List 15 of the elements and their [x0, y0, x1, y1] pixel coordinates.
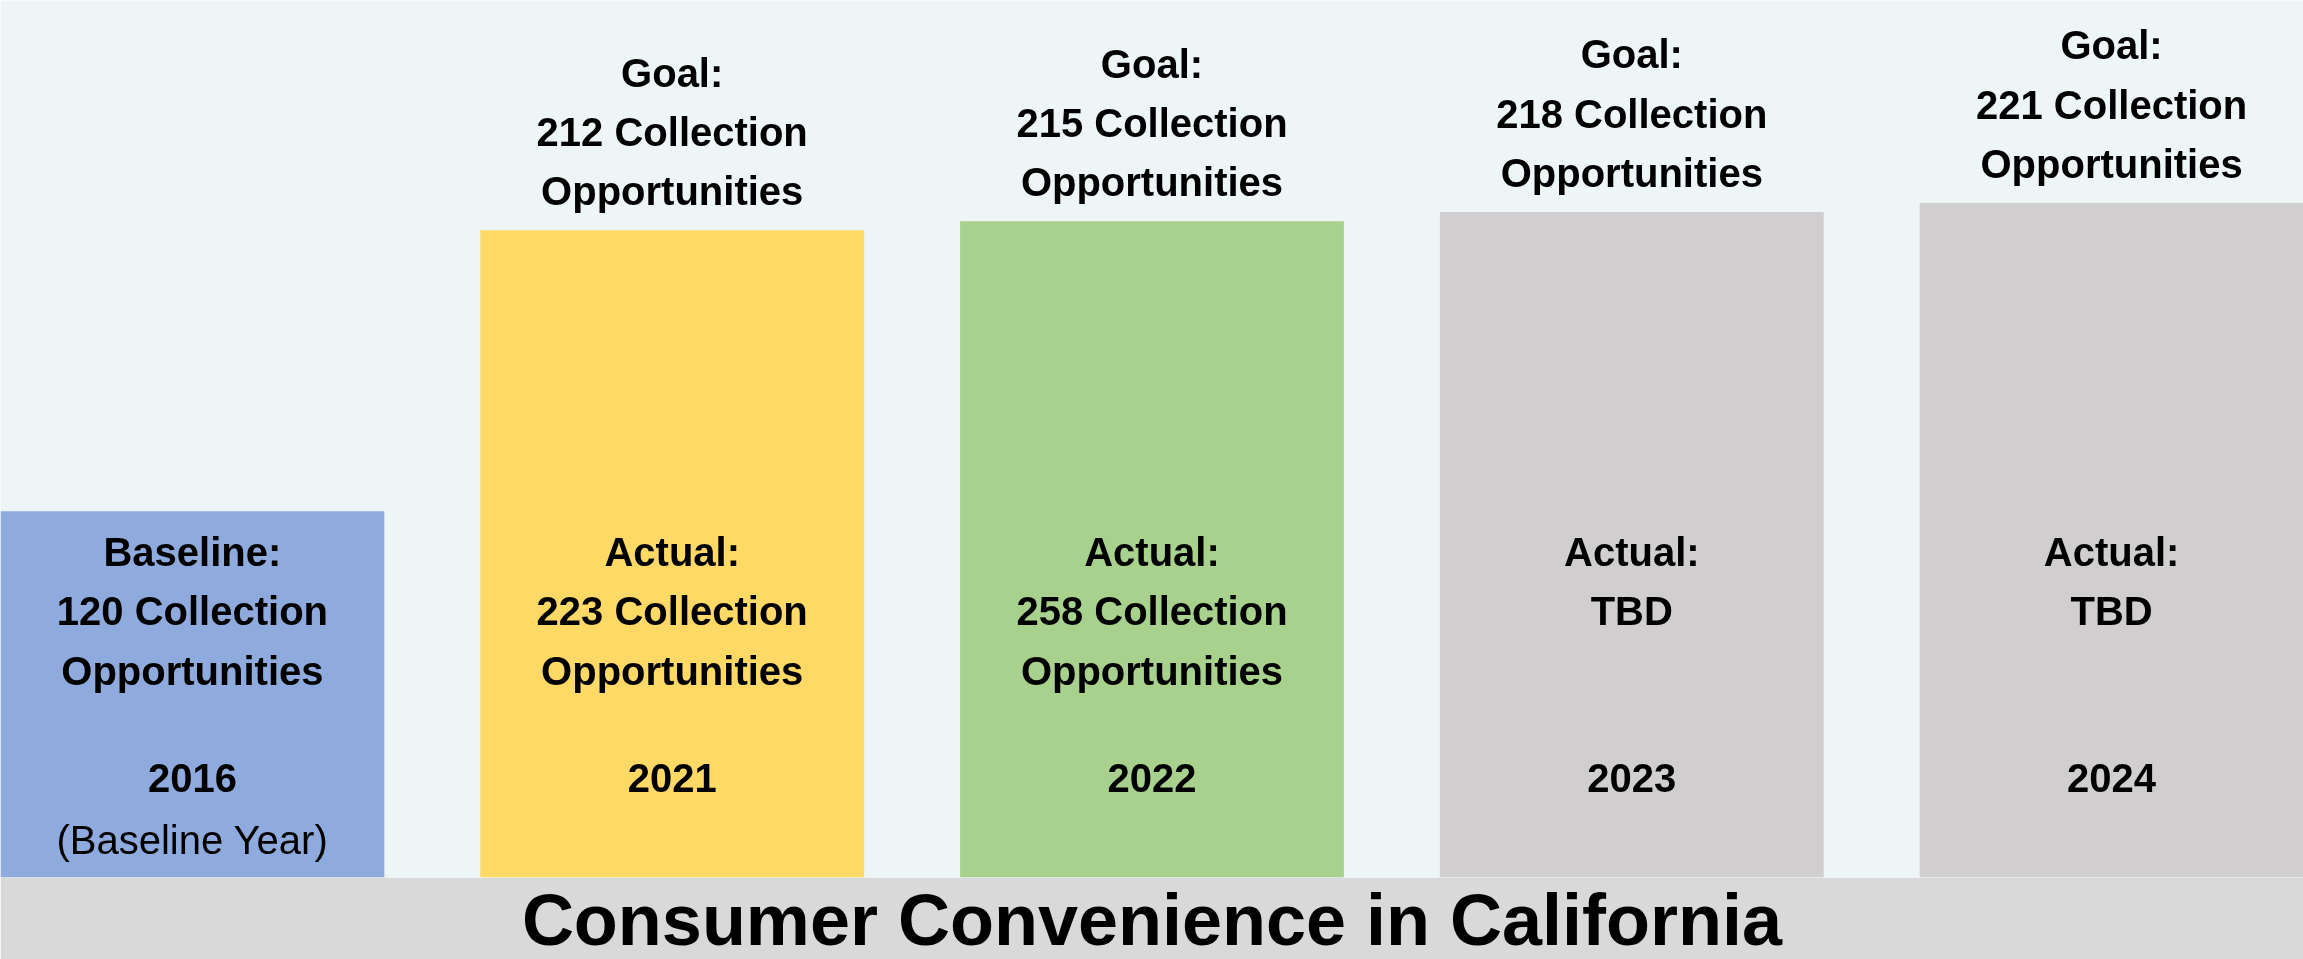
annotation: Actual: 258 Collection Opportunities	[1016, 530, 1288, 693]
x-tick-label: 2021	[627, 755, 717, 800]
data-label: Goal: 221 Collection Opportunities	[1975, 23, 2248, 187]
data-label: Goal: 218 Collection Opportunities	[1496, 32, 1768, 196]
x-tick-label: 2022	[1107, 755, 1197, 800]
data-label: Baseline: 120 Collection Opportunities	[56, 530, 329, 693]
x-tick-label: 2016 (Baseline Year)	[56, 755, 328, 863]
data-label: Goal: 215 Collection Opportunities	[1016, 41, 1288, 205]
text: Consumer Convenience in California	[521, 879, 1784, 959]
annotation: Actual: TBD	[2043, 530, 2180, 634]
data-label: Goal: 212 Collection Opportunities	[536, 50, 808, 214]
x-tick-label: 2024	[2067, 755, 2157, 800]
annotation: Actual: TBD	[1564, 530, 1700, 634]
annotation: Actual: 223 Collection Opportunities	[536, 530, 808, 693]
x-tick-label: 2023	[1587, 755, 1677, 800]
